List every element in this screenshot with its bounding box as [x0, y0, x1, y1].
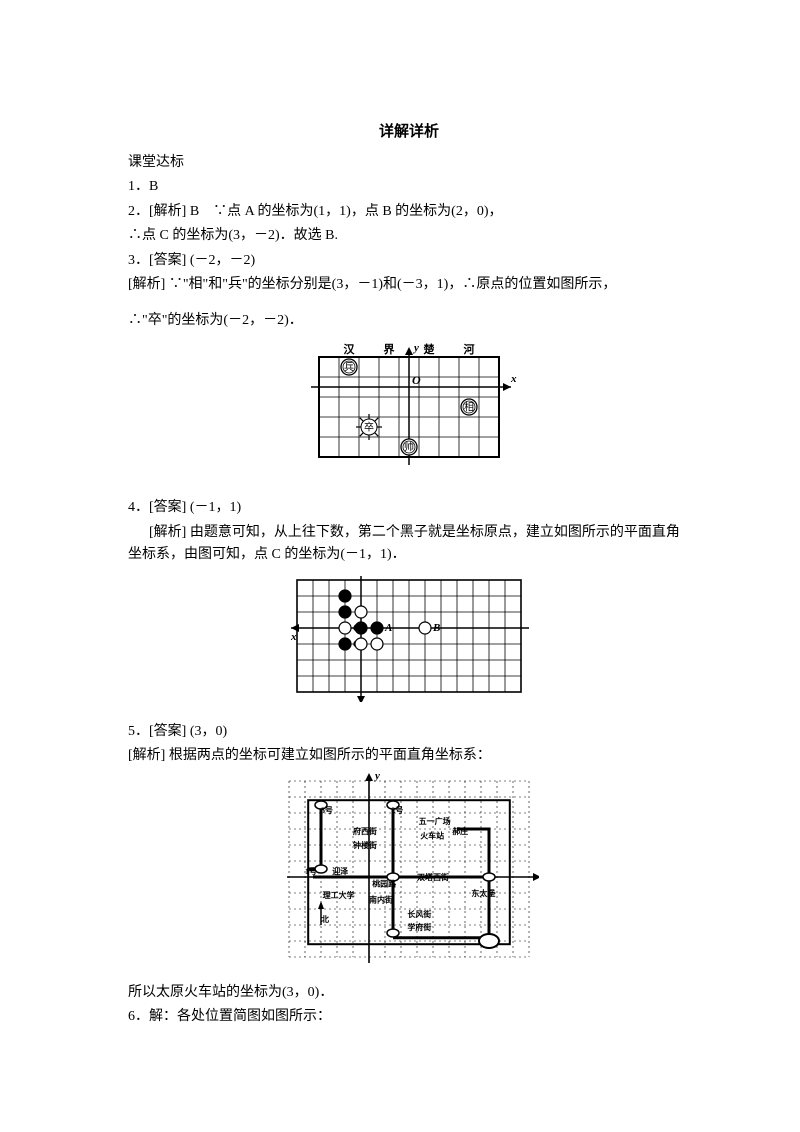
svg-text:郝庄: 郝庄	[452, 826, 468, 836]
svg-text:y: y	[412, 342, 419, 354]
document-page: 详解详析 课堂达标 1．B 2．[解析] B ∵点 A 的坐标为(1，1)，点 …	[0, 0, 800, 1071]
svg-text:楚: 楚	[424, 342, 436, 356]
q4-answer: 4．[答案] (－1，1)	[128, 497, 690, 519]
svg-text:南内街: 南内街	[369, 895, 393, 905]
svg-text:河: 河	[464, 342, 475, 356]
page-title: 详解详析	[128, 120, 690, 144]
svg-text:迎泽: 迎泽	[332, 866, 348, 876]
q5-analysis: [解析] 根据两点的坐标可建立如图所示的平面直角坐标系：	[128, 745, 690, 767]
q2-line1: 2．[解析] B ∵点 A 的坐标为(1，1)，点 B 的坐标为(2，0)，	[128, 201, 690, 223]
svg-text:五一广场: 五一广场	[419, 817, 451, 827]
q4-figure: xyOABC	[128, 572, 690, 710]
svg-text:x: x	[290, 631, 297, 643]
svg-text:卒: 卒	[364, 420, 374, 433]
svg-text:钟楼街: 钟楼街	[353, 841, 377, 851]
svg-text:3号: 3号	[321, 806, 333, 815]
svg-text:相: 相	[464, 400, 474, 413]
svg-text:x: x	[538, 863, 539, 875]
svg-text:B: B	[432, 622, 440, 634]
q2-line2: ∴点 C 的坐标为(3，－2)．故选 B.	[128, 225, 690, 247]
q1-answer: 1．B	[128, 176, 690, 198]
q5-figure: x y 3号 2号府西街钟楼街 五一广场火车站郝庄 1号 迎泽桃园路 双塔西街理工大学南内街长…	[128, 773, 690, 971]
svg-text:2号: 2号	[391, 806, 403, 815]
q3-analysis: [解析] ∵"相"和"兵"的坐标分别是(3，－1)和(－3，1)，∴原点的位置如…	[128, 274, 690, 296]
svg-text:兵: 兵	[344, 360, 354, 373]
svg-text:帅: 帅	[404, 440, 414, 453]
svg-text:长风街: 长风街	[407, 909, 431, 919]
svg-text:y: y	[354, 701, 361, 702]
q3-conclusion: ∴"卒"的坐标为(－2，－2)．	[128, 310, 690, 332]
svg-text:桃园路: 桃园路	[372, 879, 397, 889]
svg-text:双塔西街: 双塔西街	[417, 873, 449, 883]
svg-text:汉: 汉	[344, 342, 356, 356]
svg-text:y: y	[373, 773, 380, 782]
section-heading: 课堂达标	[128, 152, 690, 174]
svg-text:府西街: 府西街	[353, 826, 377, 836]
svg-text:东太堡: 东太堡	[471, 889, 495, 899]
q3-answer: 3．[答案] (－2，－2)	[128, 250, 690, 272]
q6-line: 6．解：各处位置简图如图所示：	[128, 1006, 690, 1028]
map-diagram: x y 3号 2号府西街钟楼街 五一广场火车站郝庄 1号 迎泽桃园路 双塔西街理工大学南内街长…	[279, 773, 539, 963]
q3-figure: 汉 界 楚 河 x y 兵 O 相卒帅	[128, 339, 690, 487]
chess-diagram: 汉 界 楚 河 x y 兵 O 相卒帅	[299, 339, 519, 479]
svg-text:A: A	[384, 622, 392, 634]
q5-answer: 5．[答案] (3，0)	[128, 721, 690, 743]
go-diagram: xyOABC	[289, 572, 529, 702]
svg-text:学府街: 学府街	[407, 922, 431, 932]
svg-text:x: x	[510, 373, 517, 385]
svg-text:O: O	[412, 373, 421, 387]
q5-conclusion: 所以太原火车站的坐标为(3，0)．	[128, 982, 690, 1004]
svg-text:界: 界	[384, 343, 395, 356]
svg-text:火车站: 火车站	[420, 831, 444, 841]
svg-text:北: 北	[321, 914, 329, 924]
q4-analysis: [解析] 由题意可知，从上往下数，第二个黑子就是坐标原点，建立如图所示的平面直角…	[128, 522, 690, 567]
svg-text:1号: 1号	[305, 867, 317, 876]
svg-text:理工大学: 理工大学	[323, 890, 355, 900]
